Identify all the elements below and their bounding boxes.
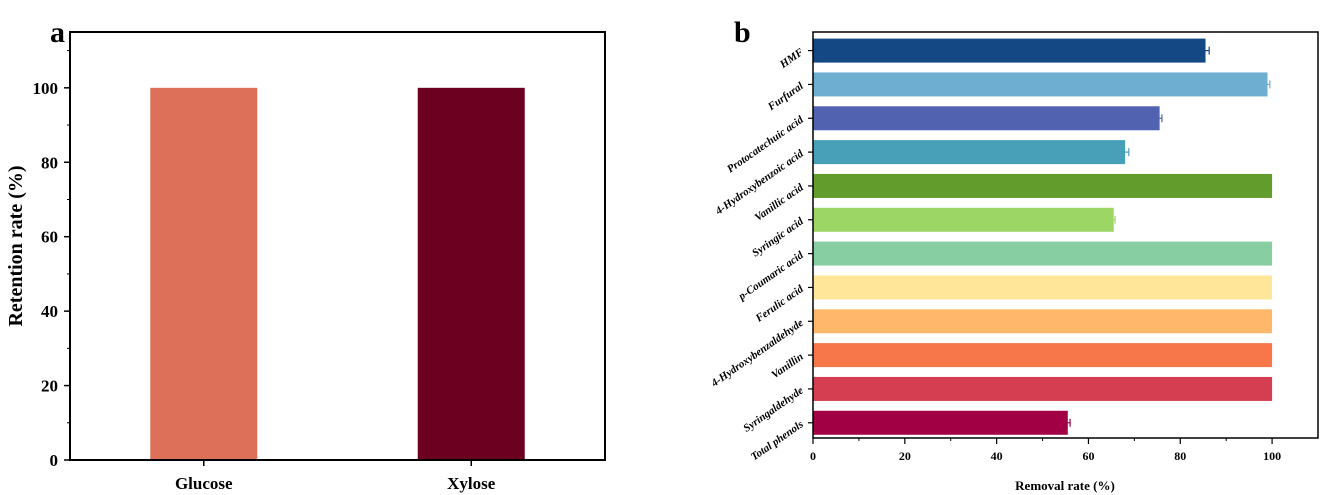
panel-a-y-tick-label: 80	[41, 153, 58, 172]
panel-b-x-tick-label: 100	[1263, 449, 1281, 463]
panel-a-y-tick-label: 100	[33, 79, 59, 98]
panel-a-y-tick-label: 0	[50, 451, 59, 470]
panel-a: a Glucose Xylose 0 20 40 60 80 100 Retention ra…	[5, 16, 606, 493]
panel-b-bar	[813, 376, 1273, 401]
panel-b-letter: b	[734, 16, 751, 49]
panel-a-plot-frame	[69, 31, 606, 461]
panel-b-x-tick-label: 0	[810, 449, 816, 463]
panel-a-y-axis-label: Retention rate (%)	[5, 165, 27, 326]
panel-b-category-label: Protocatechuic acid	[725, 114, 806, 176]
panel-a-y-tick-label: 40	[41, 302, 58, 321]
panel-b-category-label: HMF	[777, 46, 806, 72]
panel-b-bar	[813, 207, 1114, 232]
panel-a-x-tick-label: Xylose	[447, 474, 496, 493]
panel-b-category-label: 4-Hydroxybenzoic acid	[713, 147, 806, 217]
panel-b-bar	[813, 173, 1273, 198]
panel-b-category-label: Furfural	[765, 80, 807, 114]
panel-a-bar	[150, 87, 258, 461]
panel-b-bar	[813, 72, 1268, 97]
panel-b-x-tick-label: 60	[1082, 449, 1094, 463]
panel-b-bar	[813, 410, 1068, 435]
panel-a-bar	[417, 87, 525, 461]
panel-b-bar	[813, 309, 1273, 334]
panel-b-bar	[813, 140, 1126, 165]
panel-b-bar	[813, 275, 1273, 300]
panel-b-x-axis-label: Removal rate (%)	[1015, 478, 1115, 493]
panel-b-bar	[813, 241, 1273, 266]
panel-b-category-label: Vanillin	[769, 351, 805, 382]
panel-b-bar	[813, 106, 1160, 131]
panel-b-x-tick-label: 80	[1174, 449, 1186, 463]
panel-b-plot-frame	[812, 31, 1319, 439]
panel-a-letter: a	[50, 16, 65, 49]
panel-a-y-tick-label: 60	[41, 228, 58, 247]
panel-b-bar	[813, 343, 1273, 368]
panel-b-bar	[813, 38, 1206, 63]
panel-b-category-label: 4-Hydroxybenzaldehyde	[708, 317, 805, 390]
panel-a-x-tick-label: Glucose	[175, 474, 233, 493]
panel-b-x-tick-label: 40	[991, 449, 1003, 463]
panel-a-y-tick-label: 20	[41, 377, 58, 396]
panel-b-x-tick-label: 20	[899, 449, 911, 463]
